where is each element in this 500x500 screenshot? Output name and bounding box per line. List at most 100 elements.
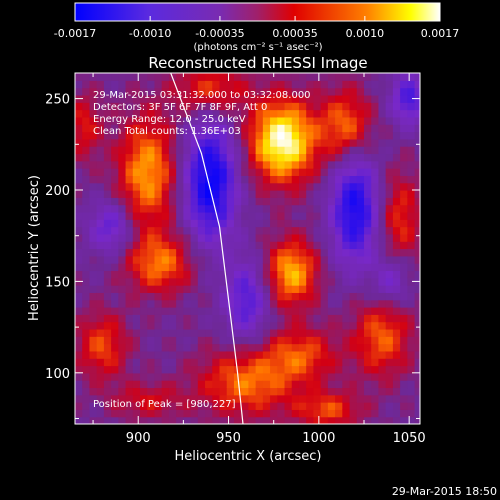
- heatmap-cell: [400, 94, 408, 103]
- heatmap-cell: [262, 380, 271, 389]
- heatmap-cell: [118, 394, 127, 403]
- heatmap-cell: [132, 219, 141, 228]
- heatmap-cell: [241, 131, 250, 140]
- heatmap-cell: [132, 380, 141, 389]
- heatmap-cell: [306, 241, 315, 250]
- heatmap-cell: [103, 153, 112, 162]
- heatmap-cell: [197, 94, 206, 103]
- heatmap-cell: [291, 153, 300, 162]
- heatmap-cell: [400, 307, 408, 315]
- heatmap-cell: [197, 321, 206, 330]
- heatmap-cell: [291, 328, 300, 337]
- annotation-time-range: 29-Mar-2015 03:31:32.000 to 03:32:08.000: [93, 90, 311, 101]
- heatmap-cell: [335, 211, 343, 220]
- heatmap-cell: [241, 343, 250, 352]
- colorbar: [75, 3, 440, 21]
- heatmap-cell: [147, 292, 156, 301]
- heatmap-cell: [313, 219, 322, 228]
- heatmap-cell: [313, 350, 322, 359]
- heatmap-cell: [327, 116, 336, 125]
- heatmap-cell: [82, 138, 91, 147]
- heatmap-cell: [400, 358, 408, 367]
- heatmap-cell: [190, 124, 199, 133]
- x-tick-label: 1000: [302, 431, 335, 446]
- heatmap-cell: [125, 109, 134, 118]
- heatmap-cell: [335, 197, 343, 206]
- heatmap-cell: [96, 80, 105, 89]
- heatmap-cell: [118, 248, 127, 257]
- heatmap-cell: [298, 416, 307, 424]
- colorbar-ticks: [74, 16, 441, 21]
- heatmap-cell: [212, 124, 221, 133]
- heatmap-cell: [262, 168, 271, 176]
- heatmap-cell: [277, 94, 286, 103]
- heatmap-cell: [89, 204, 98, 213]
- heatmap-cell: [248, 190, 257, 198]
- heatmap-cell: [205, 365, 213, 374]
- heatmap-cell: [313, 336, 322, 345]
- heatmap-cell: [327, 190, 336, 198]
- heatmap-cell: [255, 394, 264, 403]
- heatmap-cell: [241, 285, 250, 293]
- heatmap-cell: [147, 168, 156, 176]
- heatmap-cell: [82, 321, 91, 330]
- heatmap-cell: [168, 336, 177, 345]
- heatmap-cell: [176, 307, 184, 315]
- heatmap-cell: [320, 211, 329, 220]
- heatmap-cell: [378, 292, 387, 301]
- heatmap-cell: [255, 80, 264, 89]
- heatmap-cell: [414, 314, 420, 323]
- heatmap-cell: [349, 277, 358, 286]
- heatmap-cell: [125, 350, 134, 359]
- heatmap-cell: [147, 233, 156, 242]
- heatmap-cell: [219, 285, 228, 293]
- heatmap-cell: [270, 80, 278, 89]
- colorbar-tick-label: 0.0017: [421, 27, 460, 40]
- heatmap-cell: [335, 233, 343, 242]
- heatmap-cell: [291, 365, 300, 374]
- heatmap-cell: [89, 336, 98, 345]
- heatmap-cell: [400, 146, 408, 155]
- heatmap-cell: [356, 350, 365, 359]
- heatmap-cell: [284, 241, 293, 250]
- heatmap-cell: [226, 168, 235, 176]
- heatmap-cell: [205, 255, 213, 264]
- heatmap-cell: [270, 138, 278, 147]
- heatmap-cell: [407, 219, 416, 228]
- heatmap-cell: [233, 94, 242, 103]
- heatmap-cell: [75, 299, 83, 308]
- heatmap-cell: [197, 80, 206, 89]
- heatmap-cell: [298, 226, 307, 235]
- heatmap-cell: [183, 87, 192, 96]
- heatmap-cell: [103, 109, 112, 118]
- heatmap-cell: [197, 168, 206, 176]
- heatmap-cell: [226, 109, 235, 118]
- heatmap-cell: [349, 263, 358, 272]
- heatmap-cell: [118, 336, 127, 345]
- heatmap-cell: [356, 211, 365, 220]
- heatmap-cell: [96, 160, 105, 169]
- heatmap-cell: [111, 175, 119, 184]
- y-tick-label: 250: [45, 93, 70, 108]
- heatmap-cell: [407, 131, 416, 140]
- heatmap-cell: [407, 255, 416, 264]
- heatmap-cell: [226, 409, 235, 418]
- heatmap-cell: [407, 372, 416, 381]
- heatmap-cell: [176, 255, 184, 264]
- heatmap-cell: [125, 138, 134, 147]
- heatmap-cell: [205, 80, 213, 89]
- heatmap-cell: [140, 102, 148, 111]
- heatmap-cell: [407, 197, 416, 206]
- heatmap-cell: [132, 116, 141, 125]
- heatmap-cell: [82, 248, 91, 257]
- heatmap-cell: [414, 146, 420, 155]
- heatmap-cell: [140, 241, 148, 250]
- heatmap-cell: [241, 394, 250, 403]
- heatmap-cell: [392, 285, 401, 293]
- heatmap-cell: [270, 255, 278, 264]
- heatmap-cell: [385, 80, 394, 89]
- heatmap-cell: [291, 270, 300, 279]
- heatmap-cell: [385, 263, 394, 272]
- heatmap-cell: [320, 292, 329, 301]
- heatmap-cell: [118, 102, 127, 111]
